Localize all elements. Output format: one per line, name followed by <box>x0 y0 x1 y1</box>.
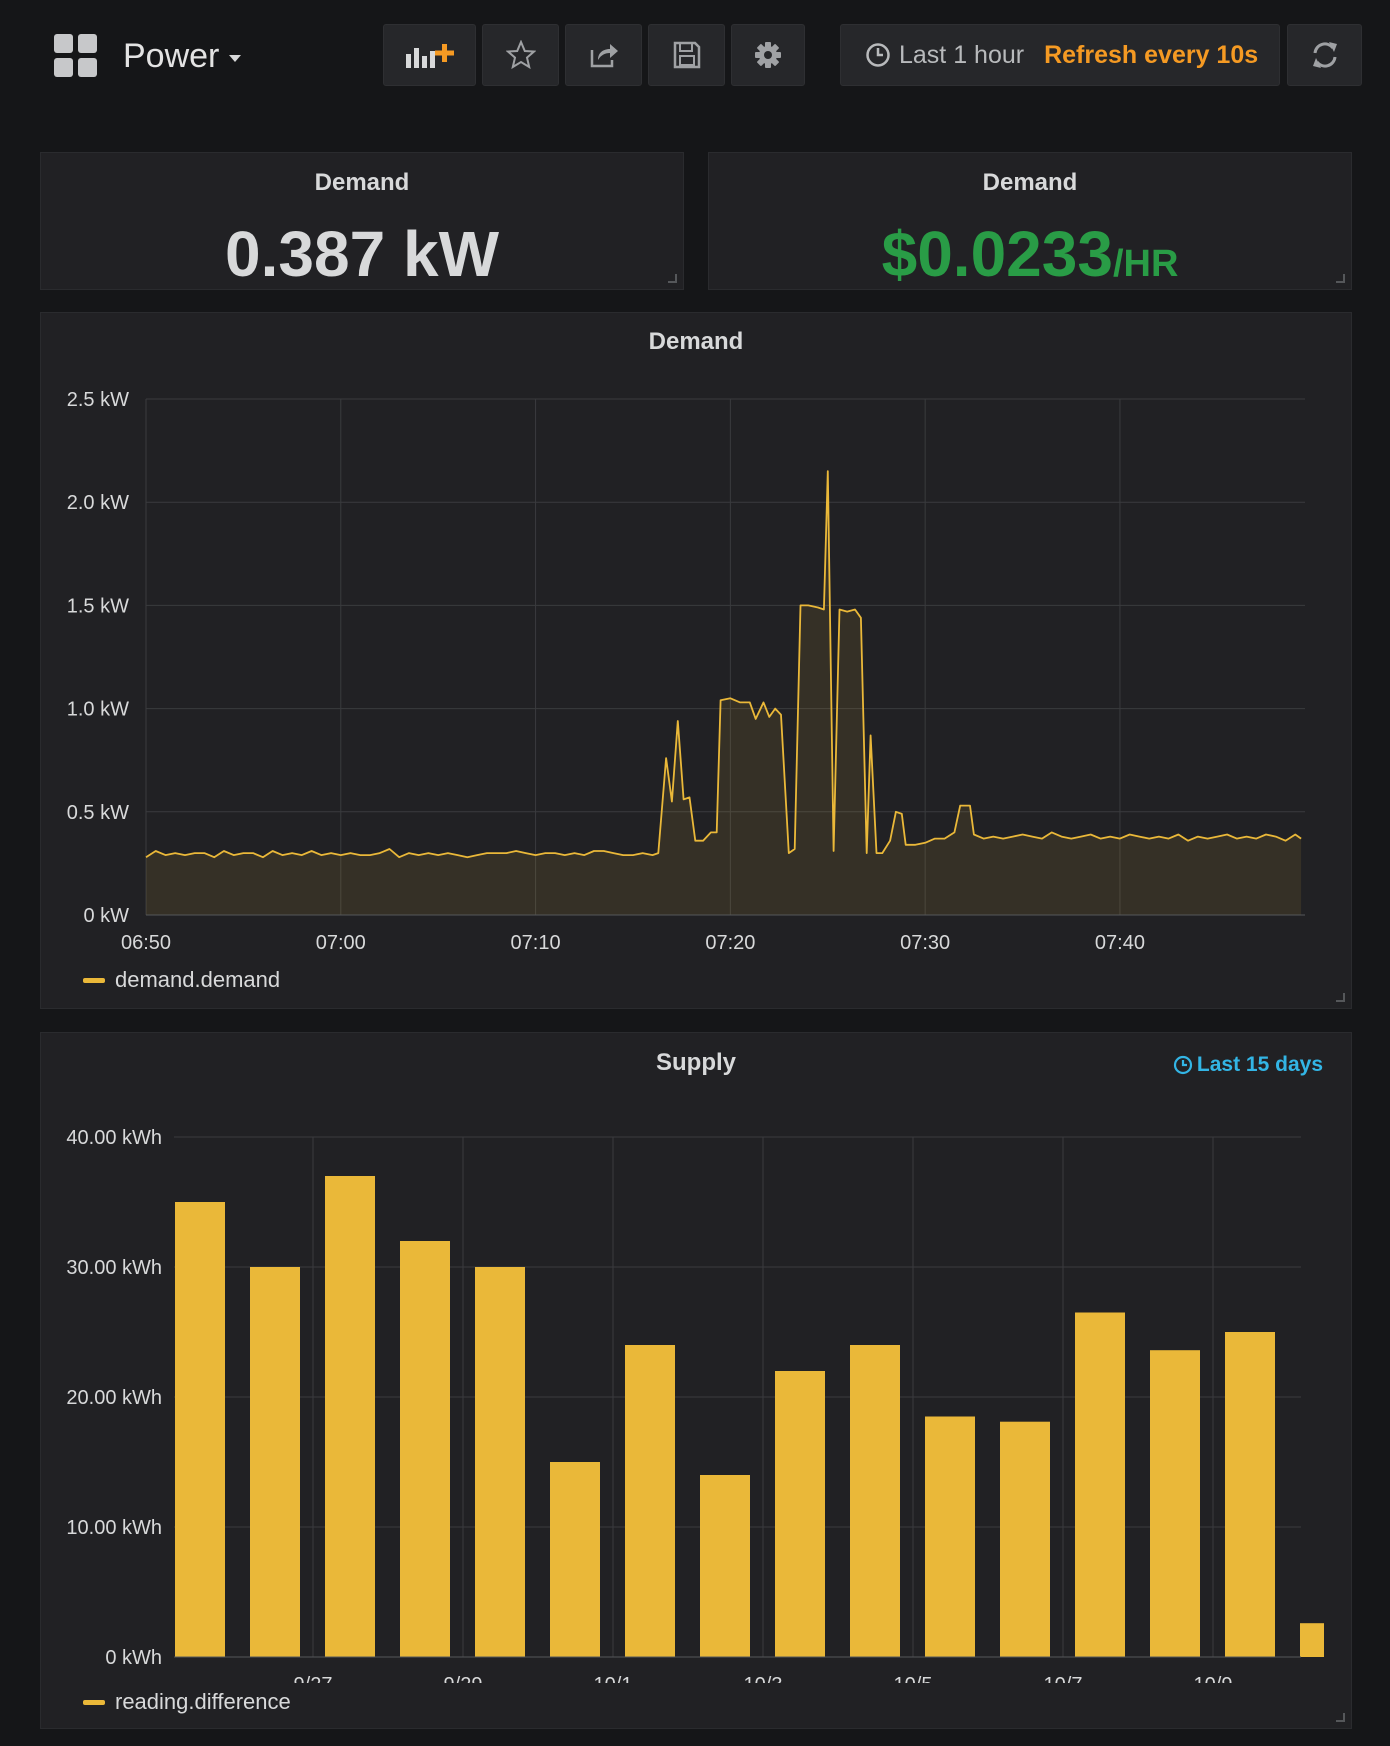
resize-handle-icon[interactable] <box>1336 274 1345 283</box>
demand-graph-panel: Demand 0 kW 0.5 kW 1.0 kW 1.5 kW 2.0 kW 2.5 k… <box>40 312 1352 1009</box>
chevron-down-icon <box>229 54 242 62</box>
y-tick-label: 2.5 kW <box>67 389 129 411</box>
add-panel-icon <box>405 44 454 68</box>
bar[interactable] <box>1300 1623 1324 1657</box>
legend-item[interactable]: demand.demand <box>83 967 280 993</box>
x-tick-label: 10/1 <box>594 1674 633 1683</box>
bar[interactable] <box>625 1345 675 1657</box>
resize-handle-icon[interactable] <box>668 274 677 283</box>
demand-chart[interactable]: 0 kW 0.5 kW 1.0 kW 1.5 kW 2.0 kW 2.5 kW 06:50 0… <box>41 363 1351 963</box>
time-range-picker[interactable]: Last 1 hour Refresh every 10s <box>840 24 1280 86</box>
bar[interactable] <box>1150 1350 1200 1657</box>
y-tick-label: 1.0 kW <box>67 699 129 721</box>
stat-value: $0.0233 <box>881 218 1113 290</box>
series-area-demand <box>146 471 1302 915</box>
bar[interactable] <box>1075 1312 1125 1658</box>
top-navbar: Power <box>0 0 1390 110</box>
x-tick-label: 07:40 <box>1095 932 1145 954</box>
x-tick-label: 10/5 <box>894 1674 933 1683</box>
panel-time-override: Last 15 days <box>1173 1053 1323 1077</box>
x-tick-label: 06:50 <box>121 932 171 954</box>
bar[interactable] <box>1225 1332 1275 1657</box>
bar[interactable] <box>1000 1421 1050 1657</box>
x-tick-label: 07:20 <box>705 932 755 954</box>
panel-title: Supply <box>655 1049 736 1076</box>
y-tick-label: 10.00 kWh <box>66 1517 162 1539</box>
range-badge-label: Last 15 days <box>1196 1053 1323 1076</box>
stat-value-wrap: $0.0233/HR <box>709 217 1351 291</box>
x-tick-label: 9/29 <box>444 1674 483 1683</box>
time-range-label: Last 1 hour <box>899 40 1025 69</box>
x-tick-label: 10/7 <box>1044 1674 1083 1683</box>
supply-graph-panel: Supply Last 15 days 0 kWh 10.00 kWh 20.00 … <box>40 1032 1352 1729</box>
bar[interactable] <box>475 1267 525 1657</box>
bar[interactable] <box>700 1475 750 1657</box>
clock-icon <box>866 43 890 67</box>
x-tick-label: 10/3 <box>744 1674 783 1683</box>
legend-label: demand.demand <box>115 967 281 992</box>
legend-item[interactable]: reading.difference <box>83 1689 291 1715</box>
save-icon <box>673 41 700 69</box>
resize-handle-icon[interactable] <box>1336 1713 1345 1722</box>
panel-title: Demand <box>982 169 1078 196</box>
y-tick-label: 0.5 kW <box>67 802 129 824</box>
bar[interactable] <box>400 1241 450 1657</box>
y-tick-label: 0 kWh <box>105 1647 162 1669</box>
dashboards-grid-icon[interactable] <box>54 34 98 78</box>
x-tick-label: 9/27 <box>294 1674 333 1683</box>
bar[interactable] <box>325 1176 375 1657</box>
add-panel-button[interactable] <box>383 24 476 86</box>
legend-swatch <box>83 977 105 983</box>
x-tick-label: 07:00 <box>316 932 366 954</box>
stat-value: 0.387 kW <box>225 218 499 290</box>
panel-title: Demand <box>648 328 744 355</box>
gear-icon <box>755 42 781 68</box>
dashboard-title[interactable]: Power <box>123 34 242 78</box>
stat-unit: /HR <box>1112 243 1179 285</box>
bar[interactable] <box>550 1462 600 1657</box>
demand-kw-stat-panel: Demand 0.387 kW <box>40 152 684 290</box>
supply-chart[interactable]: 0 kWh 10.00 kWh 20.00 kWh 30.00 kWh 40.00 kW… <box>41 1073 1351 1683</box>
resize-handle-icon[interactable] <box>1336 993 1345 1002</box>
dashboard-title-text: Power <box>123 37 220 75</box>
x-tick-label: 10/9 <box>1194 1674 1233 1683</box>
y-tick-label: 40.00 kWh <box>66 1127 162 1149</box>
clock-icon <box>1173 1055 1193 1075</box>
y-tick-label: 2.0 kW <box>67 492 129 514</box>
refresh-button[interactable] <box>1287 24 1362 86</box>
star-button[interactable] <box>482 24 559 86</box>
legend-label: reading.difference <box>115 1689 291 1714</box>
y-tick-label: 20.00 kWh <box>66 1387 162 1409</box>
bar[interactable] <box>175 1202 225 1657</box>
refresh-icon <box>1312 42 1337 68</box>
panel-title: Demand <box>314 169 410 196</box>
bar[interactable] <box>925 1416 975 1658</box>
settings-button[interactable] <box>731 24 805 86</box>
legend-swatch <box>83 1699 105 1705</box>
demand-cost-stat-panel: Demand $0.0233/HR <box>708 152 1352 290</box>
y-tick-label: 30.00 kWh <box>66 1257 162 1279</box>
series-line-demand <box>145 470 1302 859</box>
x-tick-label: 07:30 <box>900 932 950 954</box>
y-tick-label: 0 kW <box>83 905 129 927</box>
share-icon <box>590 44 618 68</box>
y-tick-label: 1.5 kW <box>67 595 129 617</box>
share-button[interactable] <box>565 24 642 86</box>
bar[interactable] <box>850 1345 900 1657</box>
save-button[interactable] <box>648 24 725 86</box>
bar[interactable] <box>775 1371 825 1657</box>
x-tick-label: 07:10 <box>511 932 561 954</box>
star-icon <box>505 40 536 70</box>
refresh-interval-label: Refresh every 10s <box>1044 40 1259 69</box>
bar[interactable] <box>250 1267 300 1657</box>
